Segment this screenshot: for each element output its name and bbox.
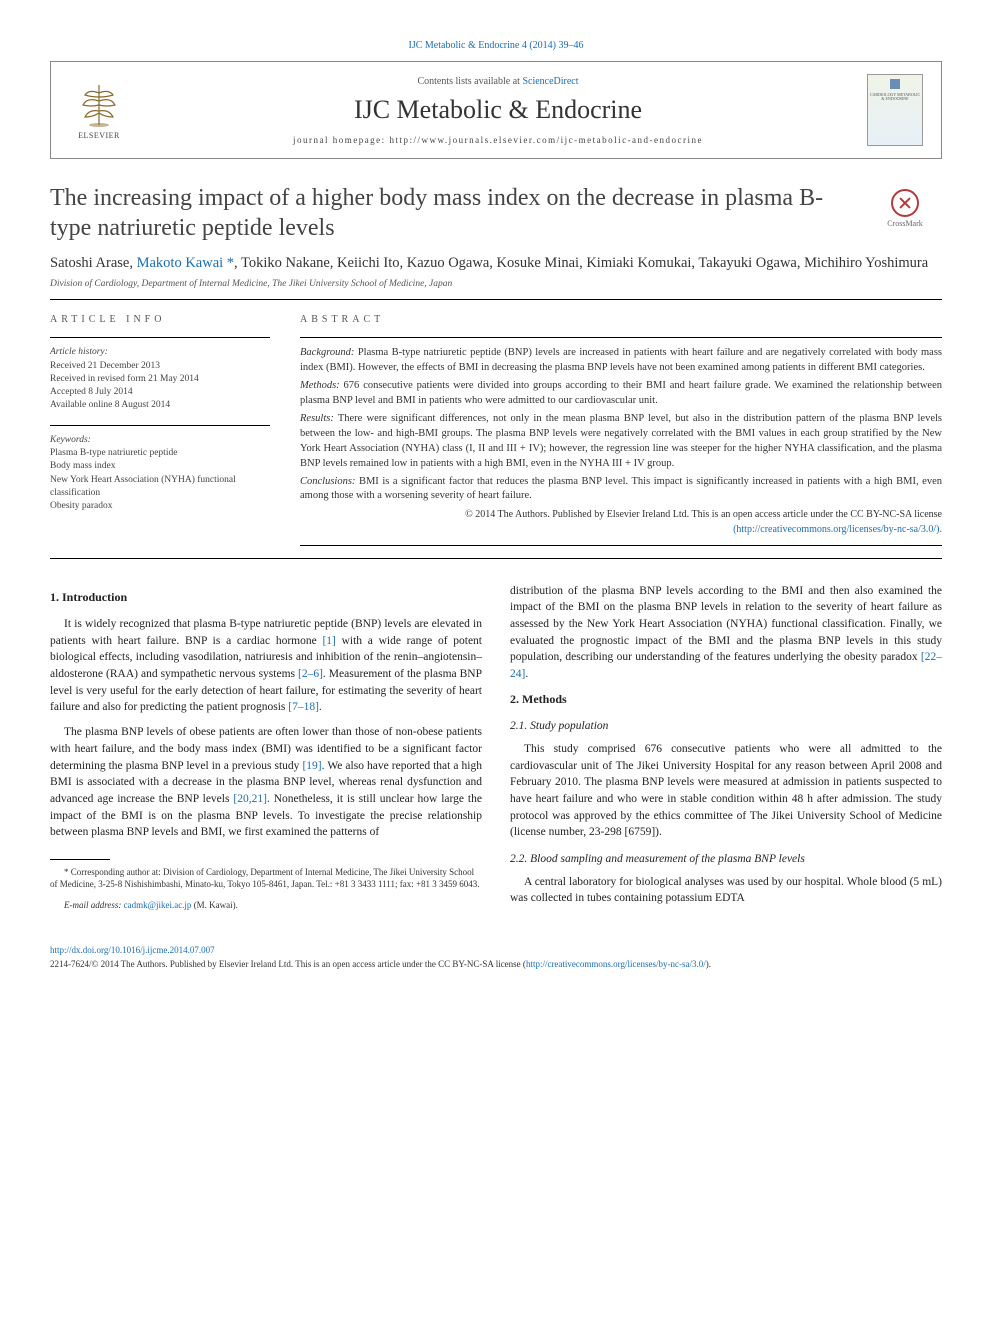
email-label: E-mail address:: [64, 900, 124, 910]
article-history: Article history: Received 21 December 20…: [50, 346, 270, 412]
divider: [300, 337, 942, 338]
abstract-label: ABSTRACT: [300, 314, 942, 325]
study-pop-heading: 2.1. Study population: [510, 718, 942, 735]
abs-bg-label: Background:: [300, 347, 354, 358]
sciencedirect-link[interactable]: ScienceDirect: [522, 76, 578, 87]
divider: [50, 558, 942, 559]
license-link[interactable]: (http://creativecommons.org/licenses/by-…: [733, 524, 942, 535]
corresponding-footnote: * Corresponding author at: Division of C…: [50, 866, 482, 891]
homepage-url: http://www.journals.elsevier.com/ijc-met…: [389, 135, 703, 145]
divider: [50, 337, 270, 338]
crossmark-badge[interactable]: CrossMark: [868, 189, 942, 228]
email-footnote: E-mail address: cadmk@jikei.ac.jp (M. Ka…: [50, 899, 482, 912]
abstract-copyright: © 2014 The Authors. Published by Elsevie…: [300, 508, 942, 536]
text: .: [319, 701, 322, 713]
article-title: The increasing impact of a higher body m…: [50, 183, 868, 243]
keyword: Body mass index: [50, 460, 270, 473]
history-line: Available online 8 August 2014: [50, 399, 270, 412]
running-header-link[interactable]: IJC Metabolic & Endocrine 4 (2014) 39–46: [409, 40, 584, 51]
elsevier-tree-icon: [75, 81, 123, 129]
issn-text: 2214-7624/© 2014 The Authors. Published …: [50, 959, 526, 969]
article-info-label: ARTICLE INFO: [50, 314, 270, 325]
text: distribution of the plasma BNP levels ac…: [510, 585, 942, 664]
abstract-text: Background: Plasma B-type natriuretic pe…: [300, 346, 942, 536]
intro-para-2: The plasma BNP levels of obese patients …: [50, 724, 482, 841]
author-list: Satoshi Arase, Makoto Kawai *, Tokiko Na…: [50, 253, 942, 273]
keywords-header: Keywords:: [50, 434, 270, 447]
footnote-rule: [50, 859, 110, 860]
methods-heading: 2. Methods: [510, 691, 942, 708]
email-suffix: (M. Kawai).: [191, 900, 238, 910]
abs-results: There were significant differences, not …: [300, 413, 942, 469]
affiliation: Division of Cardiology, Department of In…: [50, 279, 942, 289]
keywords-block: Keywords: Plasma B-type natriuretic pept…: [50, 434, 270, 514]
right-column: distribution of the plasma BNP levels ac…: [510, 583, 942, 920]
doi-link[interactable]: http://dx.doi.org/10.1016/j.ijcme.2014.0…: [50, 945, 215, 955]
journal-cover-thumb: CARDIOLOGY METABOLIC & ENDOCRINE: [867, 74, 923, 146]
abs-concl-label: Conclusions:: [300, 476, 355, 487]
keyword: New York Heart Association (NYHA) functi…: [50, 474, 270, 501]
abs-results-label: Results:: [300, 413, 334, 424]
contents-prefix: Contents lists available at: [417, 76, 522, 87]
intro-para-1: It is widely recognized that plasma B-ty…: [50, 616, 482, 716]
abs-methods-label: Methods:: [300, 380, 340, 391]
intro-heading: 1. Introduction: [50, 589, 482, 606]
abs-concl: BMI is a significant factor that reduces…: [300, 476, 942, 502]
divider: [50, 299, 942, 300]
elsevier-text: ELSEVIER: [78, 131, 120, 140]
divider: [300, 545, 942, 546]
history-line: Received 21 December 2013: [50, 360, 270, 373]
homepage-prefix: journal homepage:: [293, 135, 389, 145]
issn-copyright: 2214-7624/© 2014 The Authors. Published …: [50, 958, 942, 971]
crossmark-label: CrossMark: [887, 219, 923, 228]
divider: [50, 425, 270, 426]
history-line: Received in revised form 21 May 2014: [50, 373, 270, 386]
blood-heading: 2.2. Blood sampling and measurement of t…: [510, 851, 942, 868]
contents-line: Contents lists available at ScienceDirec…: [129, 76, 867, 87]
study-pop-para: This study comprised 676 consecutive pat…: [510, 741, 942, 841]
page-footer: http://dx.doi.org/10.1016/j.ijcme.2014.0…: [50, 944, 942, 971]
abs-methods: 676 consecutive patients were divided in…: [300, 380, 942, 406]
email-link[interactable]: cadmk@jikei.ac.jp: [124, 900, 192, 910]
elsevier-logo: ELSEVIER: [69, 81, 129, 140]
abs-bg: Plasma B-type natriuretic peptide (BNP) …: [300, 347, 942, 373]
ref-link[interactable]: [19]: [302, 760, 321, 772]
blood-para: A central laboratory for biological anal…: [510, 874, 942, 907]
ref-link[interactable]: [2–6]: [298, 668, 323, 680]
text: .: [525, 668, 528, 680]
copyright-text: © 2014 The Authors. Published by Elsevie…: [465, 509, 942, 520]
ref-link[interactable]: [7–18]: [288, 701, 319, 713]
left-column: 1. Introduction It is widely recognized …: [50, 583, 482, 920]
ref-link[interactable]: [20,21]: [233, 793, 267, 805]
crossmark-icon: [891, 189, 919, 217]
journal-header: ELSEVIER Contents lists available at Sci…: [50, 61, 942, 159]
close-paren: ).: [706, 959, 711, 969]
homepage-line: journal homepage: http://www.journals.el…: [129, 135, 867, 145]
ref-link[interactable]: [1]: [322, 635, 335, 647]
history-line: Accepted 8 July 2014: [50, 386, 270, 399]
footnote-text: Corresponding author at: Division of Car…: [50, 867, 480, 890]
keyword: Obesity paradox: [50, 500, 270, 513]
history-header: Article history:: [50, 346, 270, 359]
keyword: Plasma B-type natriuretic peptide: [50, 447, 270, 460]
body-columns: 1. Introduction It is widely recognized …: [50, 583, 942, 920]
footer-license-link[interactable]: http://creativecommons.org/licenses/by-n…: [526, 959, 706, 969]
running-header: IJC Metabolic & Endocrine 4 (2014) 39–46: [50, 40, 942, 51]
cover-badge-icon: [890, 79, 900, 89]
col2-continuation: distribution of the plasma BNP levels ac…: [510, 583, 942, 683]
journal-name: IJC Metabolic & Endocrine: [129, 95, 867, 125]
cover-title: CARDIOLOGY METABOLIC & ENDOCRINE: [868, 93, 922, 102]
